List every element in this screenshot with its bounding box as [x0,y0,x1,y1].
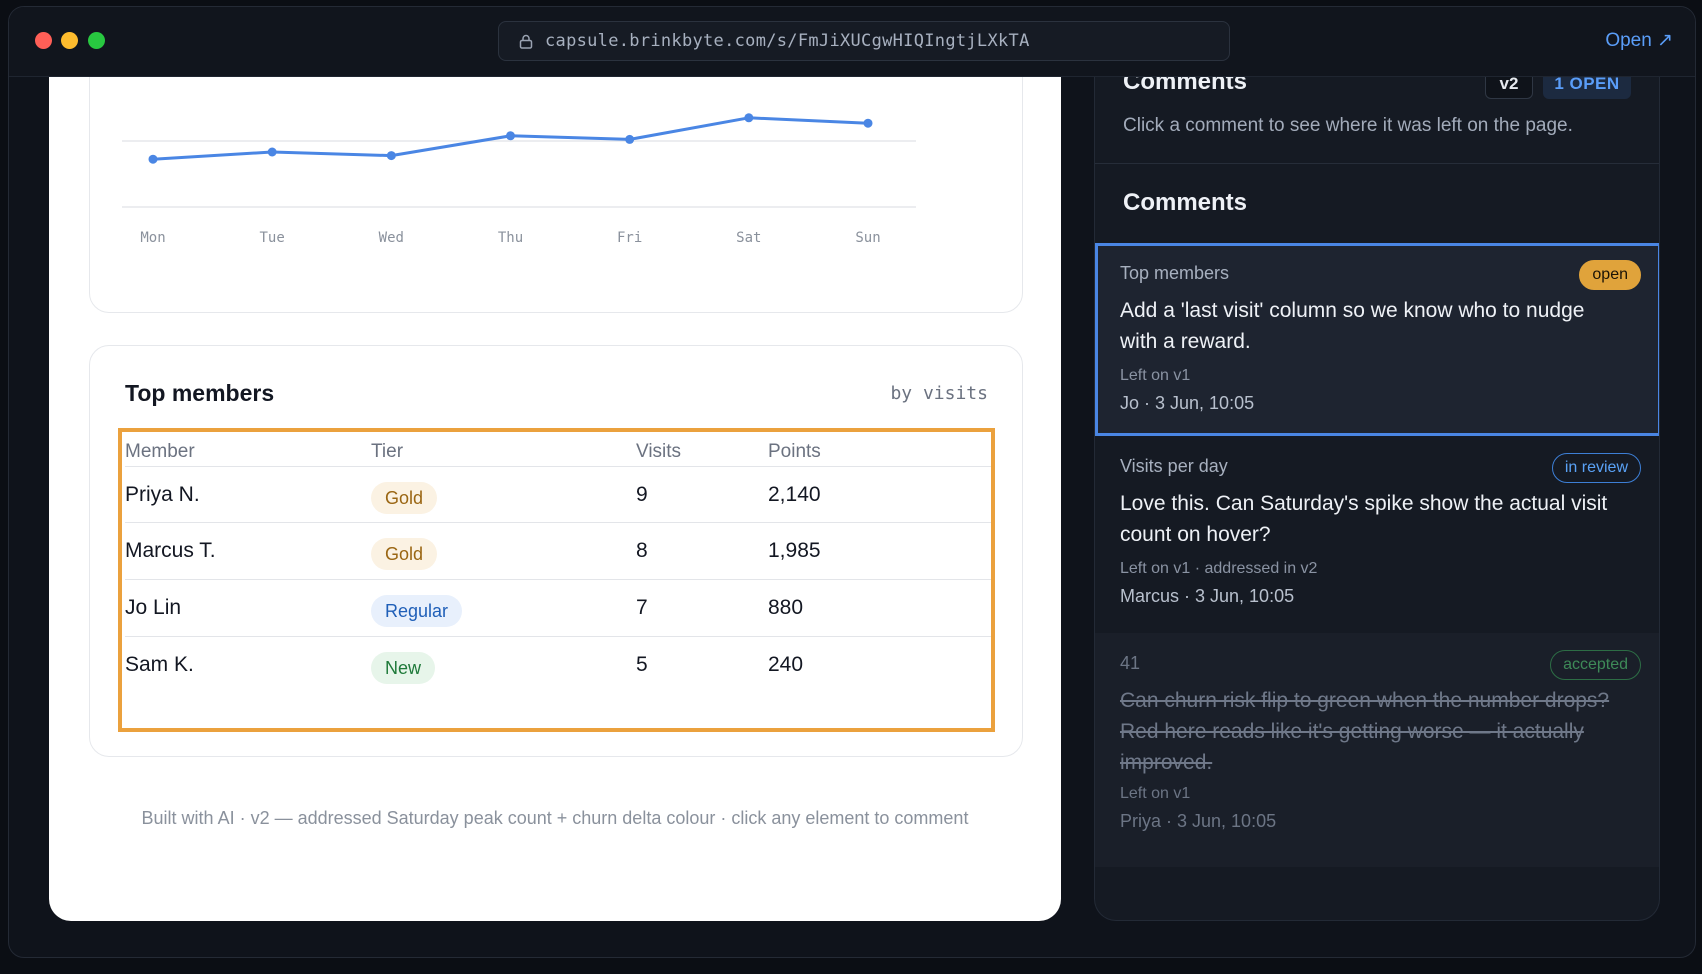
x-tick-label: Sun [855,230,881,246]
x-tick-label: Wed [378,230,404,246]
status-badge: in review [1551,453,1641,483]
page-footer: Built with AI · v2 — addressed Saturday … [141,808,969,828]
column-header-tier: Tier [371,441,404,462]
data-point-wed[interactable] [386,151,396,161]
comments-sidebar: Comments v2 1 OPEN Click a comment to se… [1094,77,1660,921]
comment-author: Marcus · 3 Jun, 10:05 [1120,586,1295,606]
browser-window: capsule.brinkbyte.com/s/FmJiXUCgwHIQIngt… [8,6,1696,958]
maximize-window-button[interactable] [88,32,105,49]
comments-title: Comments [1123,77,1248,95]
tier-badge: Regular [371,595,463,627]
comments-hint: Click a comment to see where it was left… [1123,115,1573,136]
comment-section: Visits per day [1120,456,1228,476]
comment-author: Priya · 3 Jun, 10:05 [1120,811,1277,831]
member-name: Priya N. [125,483,200,506]
comment-meta: Left on v1 [1120,367,1191,384]
comments-list-title: Comments [1123,189,1248,216]
visits-value: 5 [636,653,648,676]
member-name: Marcus T. [125,539,216,562]
data-point-mon[interactable] [148,154,158,164]
address-bar[interactable]: capsule.brinkbyte.com/s/FmJiXUCgwHIQIngt… [498,21,1230,61]
comment-text: Add a 'last visit' column so we know who… [1120,299,1585,353]
selection-highlight [118,428,995,732]
status-badge: open [1579,260,1641,290]
data-point-sat[interactable] [744,113,754,123]
points-value: 240 [768,653,804,676]
card-subtitle: by visits [890,383,988,404]
comment-card[interactable]: 41 accepted Can churn risk flip to green… [1095,633,1659,867]
comment-meta: Left on v1 · addressed in v2 [1120,560,1318,577]
table-row[interactable]: Priya N. Gold 9 2,140 [125,466,991,527]
data-point-sun[interactable] [863,118,873,128]
lock-icon [519,34,533,49]
comment-text: Love this. Can Saturday's spike show the… [1120,492,1608,546]
title-bar: capsule.brinkbyte.com/s/FmJiXUCgwHIQIngt… [9,7,1695,77]
data-point-fri[interactable] [625,134,635,144]
x-tick-label: Tue [259,230,285,246]
visits-value: 9 [636,483,648,506]
data-point-tue[interactable] [267,147,277,157]
x-tick-label: Thu [497,230,524,246]
version-chip[interactable]: v2 [1485,77,1533,99]
x-tick-label: Mon [140,230,166,246]
table-row[interactable]: Jo Lin Regular 7 880 [125,579,991,640]
open-external-link[interactable]: Open ↗ [1605,30,1673,51]
tier-badge: Gold [371,538,438,570]
points-value: 2,140 [768,483,821,506]
visits-line-chart [122,113,916,208]
table-header: Member Tier Visits Points [125,441,991,475]
minimize-window-button[interactable] [61,32,78,49]
visits-chart-card[interactable]: Mon Tue Wed Thu Fri Sat Sun [89,77,1023,313]
column-header-visits: Visits [636,441,682,462]
open-count-chip[interactable]: 1 OPEN [1543,77,1631,99]
page-preview: Mon Tue Wed Thu Fri Sat Sun Top members by vis… [49,77,1061,921]
comment-text: Can churn risk flip to green when the nu… [1120,689,1610,774]
points-value: 1,985 [768,539,821,562]
close-window-button[interactable] [35,32,52,49]
comment-author: Jo · 3 Jun, 10:05 [1120,393,1255,413]
tier-badge: Gold [371,482,438,514]
table-row[interactable]: Marcus T. Gold 8 1,985 [125,522,991,583]
column-header-points: Points [768,441,821,462]
member-name: Sam K. [125,653,194,676]
comment-card[interactable]: Visits per day in review Love this. Can … [1095,436,1659,633]
comment-section: 41 [1120,653,1141,673]
table-row[interactable]: Sam K. New 5 240 [125,636,991,697]
card-title: Top members [125,380,275,406]
member-name: Jo Lin [125,596,182,619]
tier-badge: New [371,652,436,684]
visits-value: 7 [636,596,648,619]
x-tick-label: Fri [617,230,643,246]
comment-section: Top members [1120,263,1230,283]
visits-value: 8 [636,539,648,562]
top-members-card[interactable]: Top members by visits Member Tier Visits… [89,345,1023,757]
column-header-member: Member [125,441,195,462]
divider [1095,163,1659,164]
x-tick-label: Sat [736,230,762,246]
data-point-thu[interactable] [506,131,515,141]
status-badge: accepted [1550,650,1641,680]
comment-card[interactable]: Top members open Add a 'last visit' colu… [1095,243,1659,436]
url-text: capsule.brinkbyte.com/s/FmJiXUCgwHIQIngt… [545,31,1030,51]
points-value: 880 [768,596,804,619]
comment-meta: Left on v1 [1120,785,1191,802]
